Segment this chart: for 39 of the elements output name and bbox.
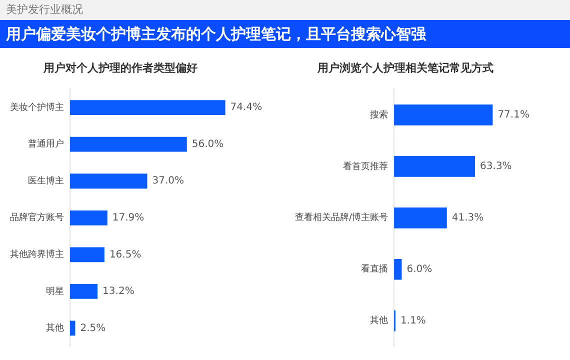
y-tick-label: 品牌官方账号 (10, 212, 64, 224)
y-tick-label: 其他 (370, 315, 388, 326)
chart-title: 用户对个人护理的作者类型偏好 (42, 61, 198, 74)
y-tick-label: 查看相关品牌/博主账号 (294, 212, 388, 224)
y-tick-label: 美妆个护博主 (10, 102, 64, 113)
data-label: 37.0% (152, 176, 184, 187)
bar (70, 284, 98, 299)
data-label: 74.4% (230, 102, 262, 114)
bar (394, 156, 476, 177)
y-tick-label: 其他跨界博主 (10, 249, 64, 260)
y-tick-label: 看首页推荐 (343, 160, 388, 172)
bar (70, 210, 108, 226)
data-label: 13.2% (102, 286, 134, 298)
data-label: 2.5% (80, 322, 106, 334)
data-label: 77.1% (498, 110, 530, 121)
y-tick-label: 医生博主 (28, 175, 64, 186)
data-label: 1.1% (400, 315, 426, 326)
bar (394, 207, 447, 228)
bar (70, 174, 148, 189)
data-label: 16.5% (109, 249, 142, 260)
bar (70, 247, 104, 262)
data-label: 63.3% (480, 161, 512, 172)
data-label: 41.3% (452, 212, 484, 224)
text: 用户偏爱美妆个护博主发布的个人护理笔记，且平台搜索心智强 (0, 20, 570, 48)
y-tick-label: 普通用户 (28, 138, 64, 150)
bar (394, 104, 493, 126)
data-label: 17.9% (112, 212, 144, 224)
bar (70, 100, 226, 116)
y-tick-label: 搜索 (370, 109, 388, 120)
bar (394, 258, 402, 280)
y-tick-label: 其他 (46, 322, 64, 334)
data-label: 56.0% (192, 138, 224, 150)
text: 美护发行业概况 (0, 0, 570, 20)
y-tick-label: 明星 (46, 286, 64, 297)
bar (70, 320, 76, 336)
chart-title: 用户浏览个人护理相关笔记常见方式 (316, 61, 494, 74)
y-tick-label: 看直播 (361, 264, 388, 275)
data-label: 6.0% (406, 264, 432, 275)
bar (70, 136, 187, 152)
